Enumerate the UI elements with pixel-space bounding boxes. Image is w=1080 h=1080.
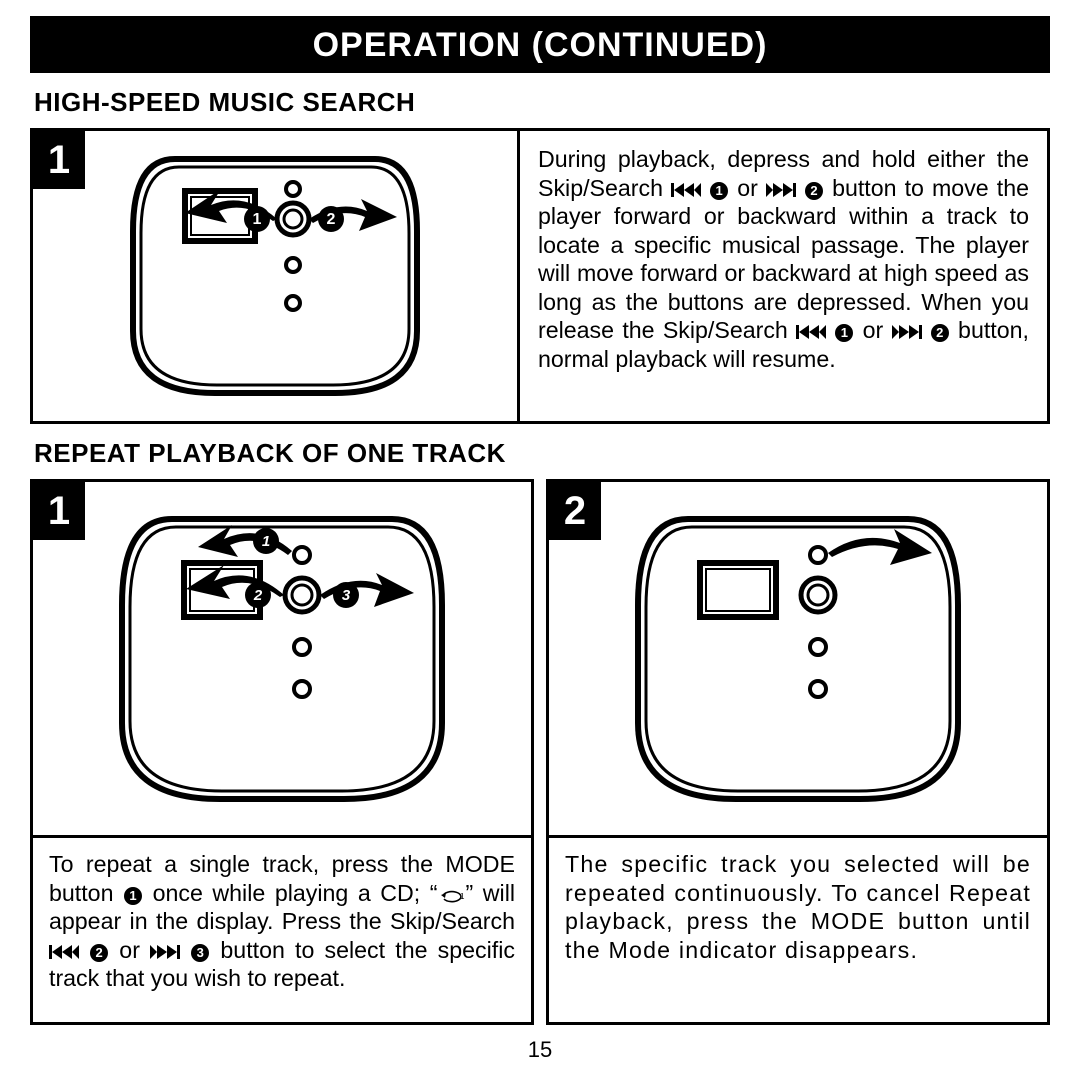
callout-1-icon: 1: [835, 324, 853, 342]
skip-back-icon: [796, 324, 826, 340]
skip-fwd-icon: [892, 324, 922, 340]
callout-2-icon: 2: [931, 324, 949, 342]
instruction-text-1: During playback, depress and hold either…: [538, 145, 1029, 373]
page-title: OPERATION (CONTINUED): [30, 16, 1050, 73]
step-number-badge: 1: [33, 482, 85, 540]
instruction-text-2b: The specific track you selected will be …: [565, 850, 1031, 964]
repeat-one-icon: 1: [438, 889, 466, 903]
text-panel-2b: The specific track you selected will be …: [546, 835, 1050, 1025]
section-1-row: 1 1 2 During playback: [30, 128, 1050, 424]
callout-1-icon: 1: [124, 887, 142, 905]
device-illustration-1: 1 2: [115, 141, 435, 411]
text-panel-1: During playback, depress and hold either…: [520, 128, 1050, 424]
callout-2-icon: 2: [90, 944, 108, 962]
step-column-2: 2 The specific track you selected will b…: [546, 479, 1050, 1025]
callout-1-icon: 1: [710, 182, 728, 200]
skip-back-icon: [49, 944, 79, 960]
section-heading-1: HIGH-SPEED MUSIC SEARCH: [34, 87, 1050, 118]
device-illustration-2b: [618, 499, 978, 819]
instruction-text-2a: To repeat a single track, press the MODE…: [49, 850, 515, 993]
device-illustration-2a: 1 2 3: [102, 499, 462, 819]
skip-fwd-icon: [766, 182, 796, 198]
diagram-panel-2a: 1 1 2: [30, 479, 534, 835]
svg-text:2: 2: [253, 587, 263, 604]
text-panel-2a: To repeat a single track, press the MODE…: [30, 835, 534, 1025]
page-number: 15: [30, 1037, 1050, 1063]
svg-text:1: 1: [460, 892, 465, 901]
svg-text:2: 2: [327, 211, 336, 228]
svg-text:3: 3: [342, 587, 351, 604]
skip-back-icon: [671, 182, 701, 198]
skip-fwd-icon: [150, 944, 180, 960]
section-heading-2: REPEAT PLAYBACK OF ONE TRACK: [34, 438, 1050, 469]
step-number-badge: 1: [33, 131, 85, 189]
diagram-panel-1: 1 1 2: [30, 128, 520, 424]
step-column-1: 1 1 2: [30, 479, 534, 1025]
svg-text:1: 1: [253, 211, 262, 228]
diagram-panel-2b: 2: [546, 479, 1050, 835]
section-2-row: 1 1 2: [30, 479, 1050, 1025]
callout-3-icon: 3: [191, 944, 209, 962]
svg-text:1: 1: [262, 533, 270, 550]
callout-2-icon: 2: [805, 182, 823, 200]
step-number-badge: 2: [549, 482, 601, 540]
